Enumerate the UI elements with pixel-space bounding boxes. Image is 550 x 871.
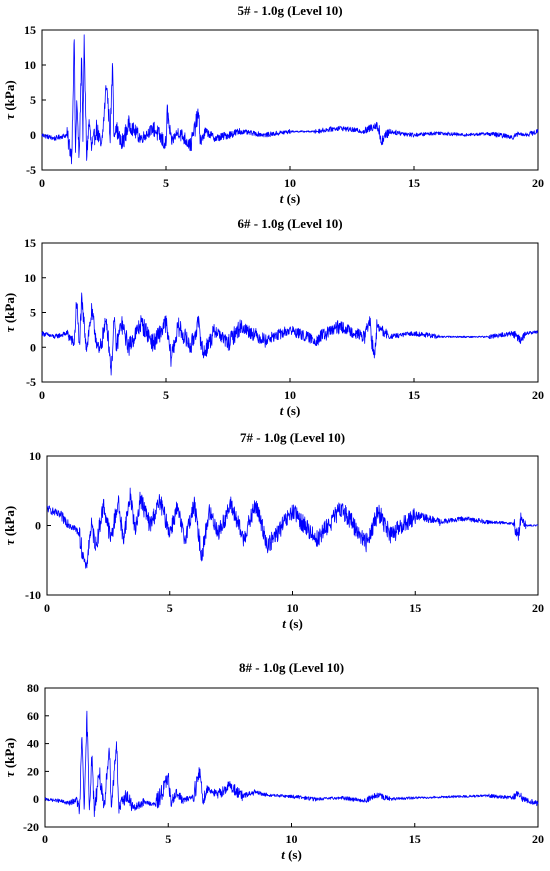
y-axis-variable: τ: [2, 325, 17, 332]
x-tick-label: 0: [39, 176, 45, 190]
x-axis-unit: (s): [283, 191, 300, 206]
y-tick-label: 5: [30, 306, 36, 320]
x-tick-label: 20: [532, 388, 544, 402]
y-tick-label: 10: [29, 449, 41, 463]
x-tick-label: 0: [39, 388, 45, 402]
chart-title: 8# - 1.0g (Level 10): [239, 660, 344, 675]
y-tick-label: 80: [27, 681, 39, 695]
x-tick-label: 15: [408, 176, 420, 190]
y-tick-label: -5: [26, 163, 36, 177]
y-tick-label: 60: [27, 709, 39, 723]
series-line: [44, 710, 539, 818]
series-line: [46, 487, 539, 569]
plot-frame: [41, 29, 539, 171]
y-axis-variable: τ: [2, 538, 17, 545]
y-tick-label: 0: [30, 340, 36, 354]
x-axis-variable: t: [280, 191, 284, 206]
y-axis-label: τ (kPa): [2, 80, 17, 119]
x-tick-label: 15: [409, 832, 421, 846]
y-axis-unit: (kPa): [2, 506, 17, 540]
y-tick-label: 15: [24, 23, 36, 37]
plot-frame: [41, 242, 539, 383]
x-axis-label: t (s): [282, 616, 303, 631]
y-tick-label: -10: [25, 588, 41, 602]
x-tick-label: 15: [409, 601, 421, 615]
chart-title: 6# - 1.0g (Level 10): [237, 216, 342, 231]
x-tick-label: 10: [284, 176, 296, 190]
x-tick-label: 20: [532, 601, 544, 615]
y-tick-label: -5: [26, 375, 36, 389]
x-axis-label: t (s): [280, 191, 301, 206]
x-tick-label: 10: [286, 832, 298, 846]
y-tick-label: 40: [27, 737, 39, 751]
x-tick-label: 20: [532, 176, 544, 190]
x-tick-label: 5: [163, 176, 169, 190]
chart-panel-4: 8# - 1.0g (Level 10)0 5 10 15 20-20020406080…: [2, 660, 544, 862]
x-axis-label: t (s): [280, 403, 301, 418]
x-tick-label: 15: [408, 388, 420, 402]
x-axis-unit: (s): [286, 616, 303, 631]
x-tick-label: 10: [284, 388, 296, 402]
chart-title: 7# - 1.0g (Level 10): [240, 430, 345, 445]
y-tick-label: 0: [30, 128, 36, 142]
x-tick-label: 10: [287, 601, 299, 615]
y-tick-label: 5: [30, 93, 36, 107]
x-axis-unit: (s): [283, 403, 300, 418]
y-axis-unit: (kPa): [2, 80, 17, 114]
y-axis-unit: (kPa): [2, 293, 17, 327]
x-axis-variable: t: [280, 403, 284, 418]
x-axis-variable: t: [281, 847, 285, 862]
y-axis-label: τ (kPa): [2, 506, 17, 545]
x-tick-label: 5: [167, 601, 173, 615]
y-axis-label: τ (kPa): [2, 738, 17, 777]
series-line: [41, 292, 539, 376]
x-tick-label: 0: [42, 832, 48, 846]
y-axis-variable: τ: [2, 770, 17, 777]
y-tick-label: -20: [23, 820, 39, 834]
x-axis-variable: t: [282, 616, 286, 631]
x-tick-label: 20: [532, 832, 544, 846]
x-tick-label: 5: [163, 388, 169, 402]
chart-title: 5# - 1.0g (Level 10): [237, 3, 342, 18]
x-tick-label: 5: [165, 832, 171, 846]
x-axis-label: t (s): [281, 847, 302, 862]
y-tick-label: 10: [24, 58, 36, 72]
series-line: [41, 34, 539, 165]
x-tick-label: 0: [44, 601, 50, 615]
y-tick-label: 10: [24, 271, 36, 285]
y-axis-variable: τ: [2, 113, 17, 120]
y-tick-label: 0: [35, 519, 41, 533]
y-tick-label: 20: [27, 764, 39, 778]
y-tick-label: 0: [33, 792, 39, 806]
y-axis-unit: (kPa): [2, 738, 17, 772]
x-axis-unit: (s): [285, 847, 302, 862]
y-axis-label: τ (kPa): [2, 293, 17, 332]
y-tick-label: 15: [24, 236, 36, 250]
